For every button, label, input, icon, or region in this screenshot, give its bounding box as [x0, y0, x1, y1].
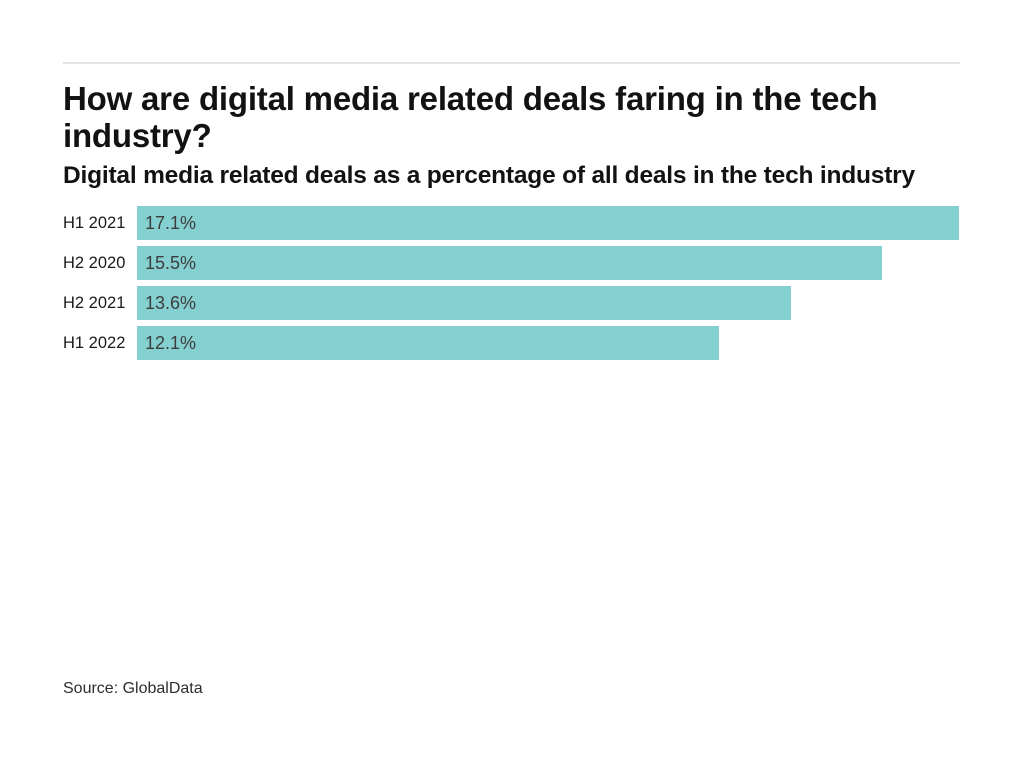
- bar-value-label: 12.1%: [145, 332, 197, 353]
- bar-category-label: H1 2022: [63, 333, 126, 352]
- bar-track: 12.1%: [137, 326, 959, 360]
- chart-row: H2 2020 15.5%: [63, 246, 959, 280]
- bar: 12.1%: [137, 326, 719, 360]
- bar: 17.1%: [137, 206, 959, 240]
- bar-category-label: H1 2021: [63, 213, 126, 232]
- chart-row: H1 2021 17.1%: [63, 206, 959, 240]
- chart-row: H1 2022 12.1%: [63, 326, 959, 360]
- source-credit: Source: GlobalData: [63, 680, 203, 697]
- bar-chart: H1 2021 17.1% H2 2020 15.5% H2 2021 13.6% H1 2…: [63, 206, 959, 366]
- bar-category-label: H2 2021: [63, 293, 126, 312]
- bar-track: 15.5%: [137, 246, 959, 280]
- page-title: How are digital media related deals fari…: [63, 80, 963, 154]
- bar: 15.5%: [137, 246, 883, 280]
- divider-line: [63, 62, 960, 64]
- page-title-line-1: How are digital media related deals fari…: [63, 80, 878, 117]
- bar-value-label: 15.5%: [145, 252, 197, 273]
- bar-track: 17.1%: [137, 206, 959, 240]
- page-title-line-2: industry?: [63, 117, 212, 154]
- bar-value-label: 13.6%: [145, 292, 197, 313]
- chart-subtitle: Digital media related deals as a percent…: [63, 162, 915, 189]
- bar: 13.6%: [137, 286, 791, 320]
- bar-category-label: H2 2020: [63, 253, 126, 272]
- bar-value-label: 17.1%: [145, 212, 197, 233]
- chart-row: H2 2021 13.6%: [63, 286, 959, 320]
- bar-track: 13.6%: [137, 286, 959, 320]
